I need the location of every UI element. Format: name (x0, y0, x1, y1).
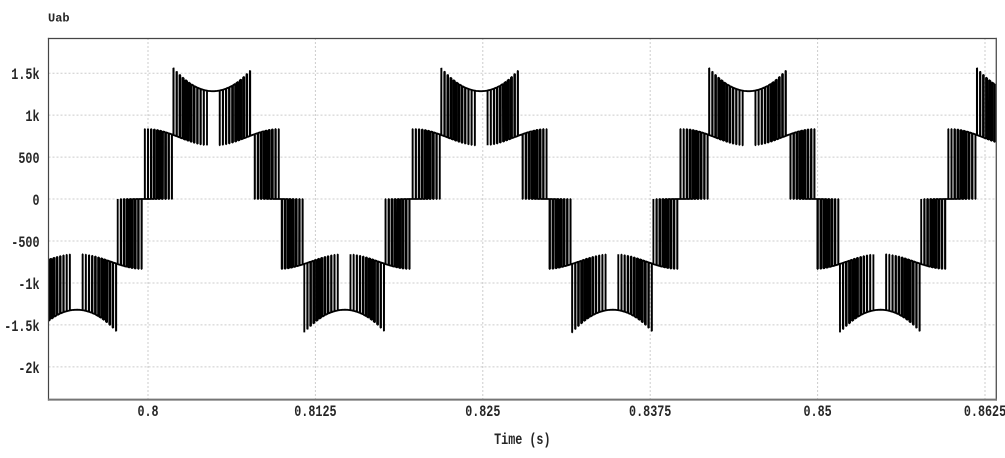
svg-text:0.825: 0.825 (465, 403, 500, 421)
svg-text:1k: 1k (25, 108, 39, 126)
svg-text:0.8125: 0.8125 (294, 403, 336, 421)
svg-text:Time (s): Time (s) (494, 431, 550, 449)
svg-text:0: 0 (33, 192, 40, 210)
svg-text:-1.5k: -1.5k (4, 318, 39, 336)
svg-text:-2k: -2k (18, 360, 39, 378)
svg-text:Uab: Uab (48, 12, 70, 26)
svg-text:-500: -500 (11, 234, 39, 252)
svg-text:0.85: 0.85 (804, 403, 832, 421)
svg-text:0.8375: 0.8375 (629, 403, 671, 421)
svg-text:0.8: 0.8 (137, 403, 158, 421)
svg-text:0.8625: 0.8625 (964, 403, 1005, 421)
svg-text:-1k: -1k (18, 276, 39, 294)
svg-text:500: 500 (18, 150, 39, 168)
svg-text:1.5k: 1.5k (11, 66, 39, 84)
